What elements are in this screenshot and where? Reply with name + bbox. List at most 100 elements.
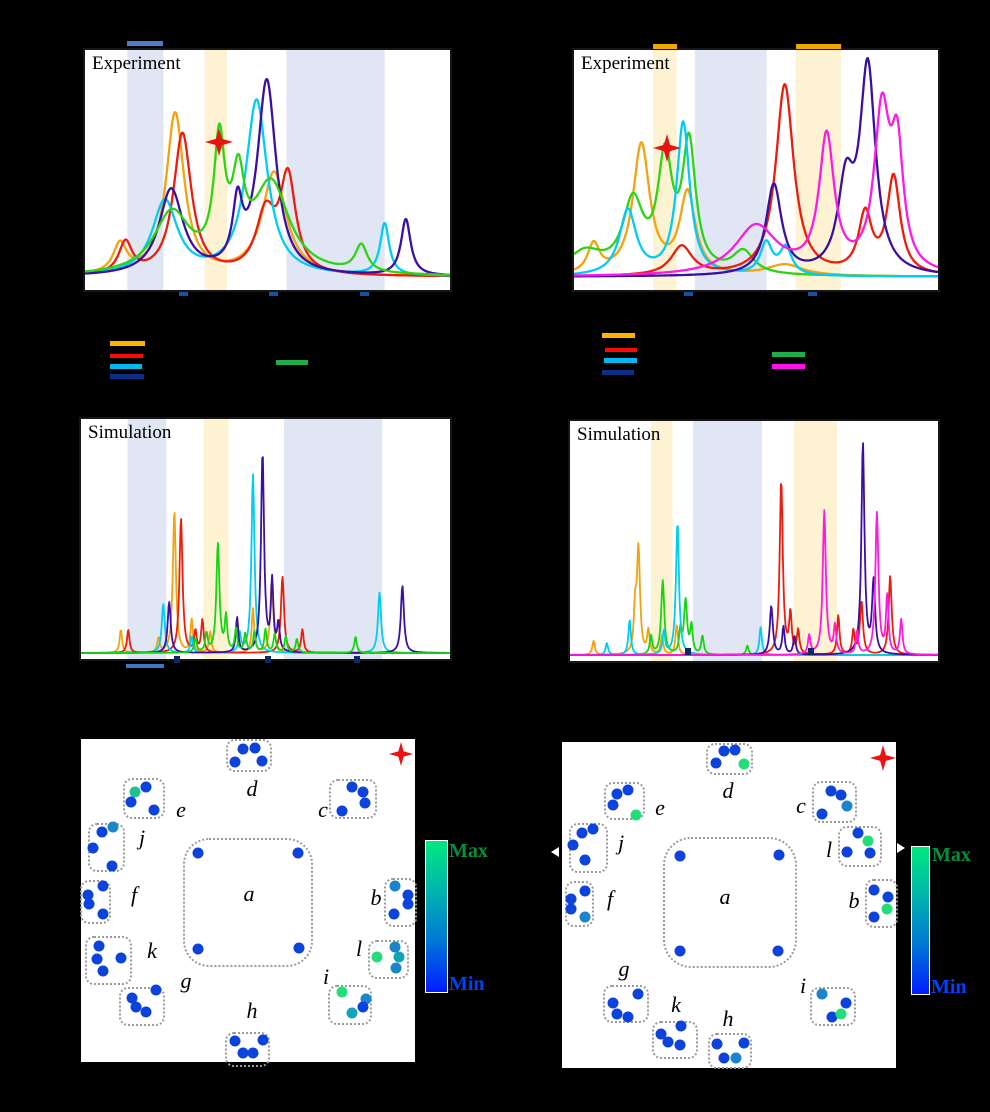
axis-square-marker bbox=[173, 656, 180, 663]
star-marker-icon bbox=[870, 745, 896, 771]
cluster-box-l bbox=[368, 940, 410, 980]
cluster-box-l bbox=[837, 826, 882, 868]
cluster-label-i: i bbox=[322, 963, 330, 989]
data-point bbox=[130, 1001, 142, 1013]
panel-title: Simulation bbox=[577, 424, 661, 445]
axis-tick-marker bbox=[808, 292, 818, 296]
cluster-label-i: i bbox=[799, 972, 807, 998]
legend-swatch-orange bbox=[110, 341, 145, 346]
data-point bbox=[835, 1008, 847, 1020]
data-point bbox=[611, 1008, 623, 1020]
data-point bbox=[622, 784, 634, 796]
data-point bbox=[346, 1007, 358, 1019]
data-point bbox=[632, 988, 644, 1000]
data-point bbox=[388, 908, 400, 920]
data-point bbox=[825, 785, 837, 797]
data-point bbox=[357, 1001, 369, 1013]
data-point bbox=[576, 827, 588, 839]
cluster-box-f bbox=[565, 880, 595, 928]
data-point bbox=[393, 951, 405, 963]
cluster-box-b bbox=[384, 877, 417, 927]
data-point bbox=[587, 823, 599, 835]
data-point bbox=[82, 889, 94, 901]
panel-experiment-left: Experiment bbox=[83, 48, 452, 292]
data-point bbox=[107, 821, 119, 833]
axis-tick-marker bbox=[359, 292, 369, 296]
cluster-label-d: d bbox=[722, 777, 734, 803]
axis-tick-marker bbox=[178, 292, 188, 296]
cluster-label-a: a bbox=[243, 880, 255, 906]
data-point bbox=[718, 1052, 730, 1064]
data-point bbox=[868, 884, 880, 896]
data-point bbox=[630, 809, 642, 821]
data-point bbox=[852, 827, 864, 839]
data-point bbox=[826, 1011, 838, 1023]
data-point bbox=[97, 880, 109, 892]
highlight-band bbox=[286, 50, 385, 290]
data-point bbox=[115, 952, 127, 964]
cluster-box-f bbox=[80, 880, 111, 924]
cluster-label-k: k bbox=[147, 937, 157, 963]
cluster-label-l: l bbox=[355, 935, 363, 961]
simulation_left-plot bbox=[81, 419, 450, 659]
cluster-box-i bbox=[328, 985, 372, 1025]
data-point bbox=[336, 986, 348, 998]
data-point bbox=[336, 805, 348, 817]
cluster-label-c: c bbox=[796, 792, 806, 818]
data-point bbox=[293, 942, 305, 954]
data-point bbox=[816, 808, 828, 820]
experiment_right-plot bbox=[574, 50, 938, 290]
colorbar-right bbox=[911, 846, 930, 995]
data-point bbox=[87, 842, 99, 854]
data-point bbox=[881, 903, 893, 915]
axis-square-marker bbox=[684, 648, 691, 655]
cluster-box-c bbox=[329, 779, 377, 820]
cluster-box-a bbox=[663, 837, 797, 969]
spectral-curve-green bbox=[85, 122, 450, 276]
data-point bbox=[192, 943, 204, 955]
star-marker-icon bbox=[653, 134, 681, 162]
cluster-box-d bbox=[225, 739, 273, 773]
data-point bbox=[148, 804, 160, 816]
legend-swatch-cyan bbox=[604, 358, 637, 363]
legend-swatch-green bbox=[276, 360, 308, 365]
data-point bbox=[229, 756, 241, 768]
data-point bbox=[674, 945, 686, 957]
data-point bbox=[96, 826, 108, 838]
star-marker-icon bbox=[205, 128, 233, 156]
axis-square-marker bbox=[808, 648, 815, 655]
highlight-band bbox=[650, 421, 673, 661]
spectral-curve-navy bbox=[574, 57, 938, 278]
data-point bbox=[402, 898, 414, 910]
legend-swatch-cyan bbox=[110, 364, 142, 369]
data-point bbox=[360, 993, 372, 1005]
data-point bbox=[711, 1038, 723, 1050]
data-point bbox=[565, 903, 577, 915]
data-point bbox=[371, 951, 383, 963]
data-point bbox=[125, 796, 137, 808]
data-point bbox=[237, 743, 249, 755]
data-point bbox=[357, 786, 369, 798]
cluster-label-g: g bbox=[180, 967, 192, 993]
cluster-box-c bbox=[811, 780, 857, 823]
cluster-box-i bbox=[810, 987, 856, 1026]
axis-tick-marker bbox=[268, 292, 278, 296]
data-point bbox=[718, 745, 730, 757]
data-point bbox=[247, 1047, 259, 1059]
data-point bbox=[607, 997, 619, 1009]
simulation_right-plot bbox=[570, 421, 938, 661]
axis-underline-marker bbox=[126, 664, 164, 668]
data-point bbox=[192, 847, 204, 859]
data-point bbox=[402, 889, 414, 901]
data-point bbox=[346, 781, 358, 793]
data-point bbox=[97, 908, 109, 920]
data-point bbox=[730, 1052, 742, 1064]
panel-title: Experiment bbox=[581, 53, 670, 74]
data-point bbox=[840, 997, 852, 1009]
data-point bbox=[257, 1034, 269, 1046]
data-point bbox=[389, 941, 401, 953]
cluster-label-e: e bbox=[655, 794, 665, 820]
data-point bbox=[579, 911, 591, 923]
data-point bbox=[292, 847, 304, 859]
